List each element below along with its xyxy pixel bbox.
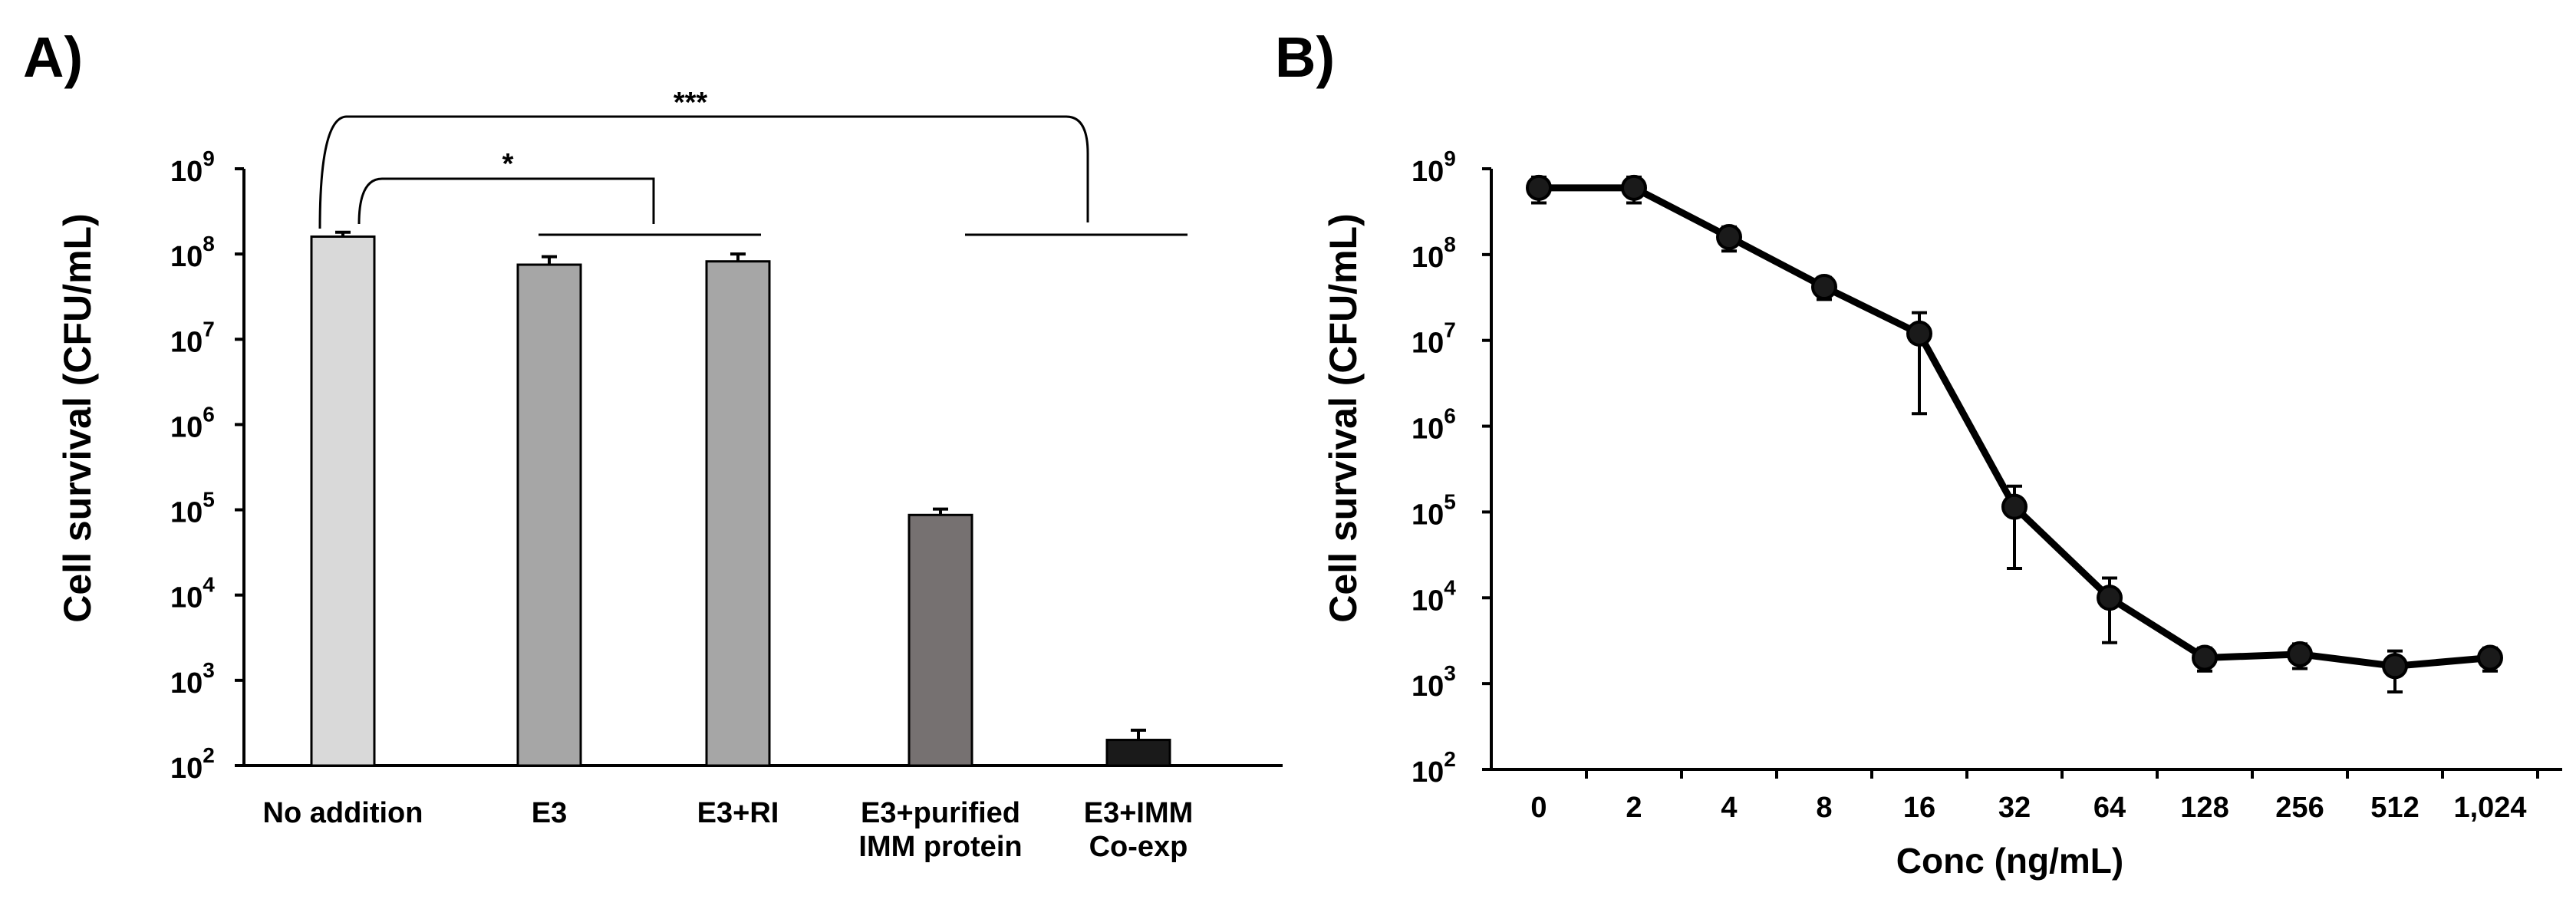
category-label: E3+IMM Co-exp: [1084, 797, 1194, 863]
category-label: E3+RI: [697, 797, 779, 829]
series-line: [1539, 184, 2491, 670]
significance-star-triple: ***: [674, 87, 708, 119]
bar: [908, 513, 973, 767]
data-point: [1811, 273, 1837, 300]
data-point: [2477, 644, 2503, 671]
data-point: [2192, 644, 2218, 671]
y-tick-label: 107: [1412, 318, 1456, 360]
y-tick-label: 106: [1412, 404, 1456, 446]
panel-b-y-axis-title: Cell survival (CFU/mL): [1322, 213, 1365, 622]
y-tick-label: 107: [170, 317, 215, 358]
panel-a-significance-brackets: * ***: [318, 87, 1188, 236]
x-tick-label: 0: [1530, 792, 1547, 824]
y-tick-label: 108: [1412, 232, 1456, 274]
panel-b-label: B): [1275, 25, 1335, 89]
data-point: [1716, 224, 1742, 251]
data-point: [2287, 641, 2313, 667]
y-tick-label: 104: [1412, 575, 1456, 617]
data-point: [2382, 653, 2408, 680]
data-point: [2001, 493, 2028, 520]
panel-b-x-axis-title: Conc (ng/mL): [1896, 841, 2123, 881]
y-tick-label: 106: [170, 402, 215, 443]
bar: [705, 260, 771, 767]
bar: [1105, 739, 1171, 767]
x-tick-label: 1,024: [2453, 792, 2526, 824]
x-tick-label: 4: [1721, 792, 1737, 824]
category-label: No addition: [263, 797, 423, 829]
y-tick-label: 105: [1412, 489, 1456, 531]
x-tick-label: 8: [1816, 792, 1832, 824]
bracket-inner: [357, 177, 655, 225]
x-tick-label: 512: [2370, 792, 2419, 824]
panel-a-label: A): [23, 25, 83, 89]
x-tick-label: 32: [1998, 792, 2031, 824]
y-tick-label: 109: [170, 147, 215, 188]
bar: [516, 263, 582, 767]
category-label: E3+purified IMM protein: [858, 797, 1022, 863]
y-tick-label: 102: [170, 743, 215, 785]
x-tick-label: 128: [2180, 792, 2228, 824]
data-point: [1906, 320, 1932, 347]
panel-b-line-chart: B) Cell survival (CFU/mL) Conc (ng/mL) 1…: [1275, 25, 2562, 881]
x-tick-label: 256: [2275, 792, 2324, 824]
y-tick-label: 104: [170, 573, 215, 614]
x-tick-label: 64: [2093, 792, 2126, 824]
y-tick-label: 108: [170, 232, 215, 273]
significance-star-single: *: [502, 148, 514, 180]
y-tick-label: 109: [1412, 147, 1456, 188]
bar: [310, 235, 376, 767]
panel-a-bar-chart: A) Cell survival (CFU/mL) 102 103 104 105 10…: [23, 25, 1283, 863]
category-label: E3: [532, 797, 567, 829]
panel-a-y-axis-title: Cell survival (CFU/mL): [56, 213, 99, 622]
bracket-outer: [318, 115, 1089, 229]
data-point: [2097, 585, 2123, 611]
y-tick-label: 103: [1412, 661, 1456, 703]
y-tick-label: 103: [170, 658, 215, 700]
y-tick-label: 102: [1412, 747, 1456, 789]
x-tick-label: 16: [1903, 792, 1935, 824]
y-tick-label: 105: [170, 488, 215, 529]
x-tick-label: 2: [1626, 792, 1642, 824]
data-point: [1621, 174, 1647, 201]
data-point: [1526, 174, 1552, 201]
